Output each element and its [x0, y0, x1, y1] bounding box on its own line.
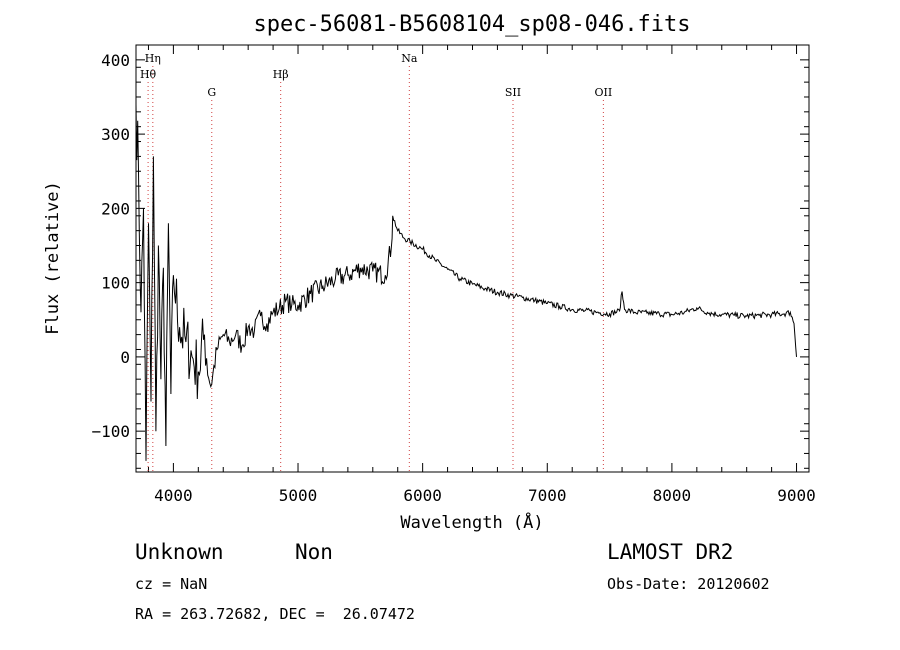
survey-name: LAMOST DR2	[607, 540, 734, 564]
observation-date: Obs-Date: 20120602	[607, 575, 770, 593]
x-tick-label: 4000	[154, 486, 193, 505]
y-tick-label: 0	[120, 348, 130, 367]
object-class: Unknown	[135, 540, 224, 564]
coordinates: RA = 263.72682, DEC = 26.07472	[135, 605, 415, 623]
spectral-line-label: Na	[401, 52, 418, 65]
x-tick-label: 9000	[777, 486, 816, 505]
y-axis-label: Flux (relative)	[43, 181, 63, 335]
chart-title: spec-56081-B5608104_sp08-046.fits	[253, 12, 690, 37]
x-tick-label: 6000	[403, 486, 442, 505]
spectral-line-label: SII	[505, 86, 521, 99]
redshift-value: cz = NaN	[135, 575, 208, 593]
y-tick-label: 300	[101, 125, 130, 144]
x-tick-label: 8000	[653, 486, 692, 505]
x-tick-label: 7000	[528, 486, 567, 505]
spectral-line-label: Hθ	[140, 68, 157, 81]
y-tick-label: 400	[101, 51, 130, 70]
y-tick-label: 200	[101, 199, 130, 218]
y-tick-label: 100	[101, 274, 130, 293]
plot-area: 4000 5000 6000 7000 8000 9000 −100 0 100 200 300 40…	[91, 44, 816, 505]
object-subclass: Non	[295, 540, 333, 564]
spectral-line-label: OII	[595, 86, 613, 99]
spectrum-line	[135, 104, 797, 461]
plot-frame	[135, 44, 810, 473]
spectral-line-label: G	[207, 86, 216, 99]
spectral-line-label: Hβ	[273, 68, 289, 81]
spectral-line-label: Hη	[145, 52, 161, 65]
x-tick-label: 5000	[279, 486, 318, 505]
y-tick-label: −100	[91, 422, 130, 441]
x-axis-label: Wavelength (Å)	[400, 511, 543, 533]
